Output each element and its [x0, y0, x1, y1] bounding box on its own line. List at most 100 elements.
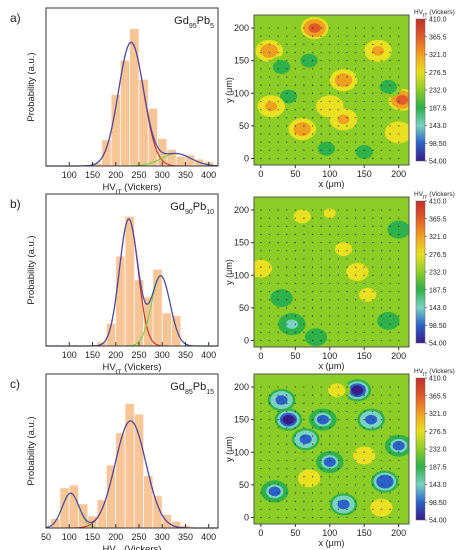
indent-point — [286, 315, 288, 317]
indent-point — [303, 27, 305, 29]
indent-point — [294, 242, 296, 244]
indent-point — [286, 274, 288, 276]
indent-point — [294, 315, 296, 317]
indent-point — [380, 108, 383, 111]
y-tick-label: 200 — [234, 382, 249, 392]
indent-point — [260, 250, 262, 252]
indent-point — [260, 323, 262, 325]
indent-point — [389, 419, 391, 421]
indent-point — [398, 476, 400, 478]
indent-point — [268, 274, 271, 276]
colorbar — [415, 200, 426, 344]
indent-point — [294, 443, 296, 445]
indent-point — [329, 157, 331, 160]
indent-point — [294, 323, 296, 325]
x-tick-label: 400 — [201, 170, 216, 180]
indent-point — [355, 402, 357, 404]
indent-point — [311, 133, 314, 135]
indent-point — [337, 419, 339, 421]
indent-point — [355, 299, 357, 301]
indent-point — [398, 500, 400, 502]
indent-point — [329, 476, 331, 478]
indent-point — [389, 467, 391, 470]
indent-point — [363, 402, 365, 404]
indent-point — [311, 217, 314, 219]
indent-point — [389, 51, 391, 54]
indent-point — [303, 492, 305, 494]
indent-point — [303, 209, 305, 211]
indent-point — [337, 290, 339, 293]
indent-point — [355, 443, 357, 445]
indent-point — [398, 133, 400, 135]
indent-point — [303, 315, 305, 317]
indent-point — [286, 331, 288, 333]
indent-point — [277, 476, 279, 478]
indent-point — [363, 508, 365, 510]
indent-point — [260, 100, 262, 103]
indent-point — [337, 27, 339, 29]
indent-point — [260, 459, 262, 462]
indent-point — [311, 68, 314, 70]
indent-point — [355, 508, 357, 510]
x-tick-label: 100 — [322, 351, 337, 361]
indent-point — [389, 492, 391, 494]
indent-point — [268, 149, 271, 151]
hardness-map-panel-2: 0 50 100 150 200 0 50 100 150 200 x (μm) y (μm) 410.… — [224, 191, 455, 371]
indent-point — [372, 141, 374, 143]
hardness-region — [308, 23, 321, 33]
indent-point — [337, 410, 339, 413]
indent-point — [380, 51, 383, 54]
indent-point — [346, 315, 348, 317]
indent-point — [260, 27, 262, 29]
indent-point — [329, 149, 331, 151]
indent-point — [260, 141, 262, 143]
indent-point — [329, 339, 331, 342]
map-frame — [253, 373, 410, 525]
indent-point — [311, 274, 314, 276]
hardness-region — [396, 94, 409, 105]
indent-point — [329, 508, 331, 510]
indent-point — [372, 258, 374, 260]
indent-point — [355, 242, 357, 244]
indent-point — [311, 443, 314, 445]
indent-point — [398, 419, 400, 421]
indent-point — [286, 402, 288, 404]
indent-point — [303, 133, 305, 135]
map-frame — [253, 14, 410, 166]
indent-point — [268, 500, 271, 502]
x-tick-label: 250 — [131, 170, 146, 180]
indent-point — [320, 209, 322, 211]
indent-point — [355, 27, 357, 29]
hardness-region — [337, 244, 350, 254]
indent-point — [380, 410, 383, 413]
indent-point — [337, 508, 339, 510]
indent-point — [355, 68, 357, 70]
colorbar-title: HVIT (Vickers) — [414, 191, 455, 201]
colorbar-tick-label: 232.0 — [429, 447, 447, 454]
indent-point — [398, 92, 400, 94]
indent-point — [277, 323, 279, 325]
indent-point — [355, 394, 357, 396]
indent-point — [346, 307, 348, 309]
indent-point — [286, 323, 288, 325]
indent-point — [346, 331, 348, 333]
x-tick-label: 350 — [178, 170, 193, 180]
indent-point — [363, 100, 365, 103]
indent-point — [398, 35, 400, 37]
indent-point — [355, 141, 357, 143]
indent-point — [363, 459, 365, 462]
indent-point — [286, 516, 288, 519]
indent-point — [346, 60, 348, 62]
indent-point — [337, 35, 339, 37]
indent-point — [277, 410, 279, 413]
indent-point — [260, 307, 262, 309]
indent-point — [277, 339, 279, 342]
hardness-region — [337, 499, 350, 510]
indent-point — [286, 141, 288, 143]
indent-point — [260, 76, 262, 78]
indent-point — [268, 117, 271, 119]
indent-point — [286, 149, 288, 151]
indent-point — [320, 516, 322, 519]
indent-point — [311, 141, 314, 143]
histogram-bar — [68, 484, 79, 529]
